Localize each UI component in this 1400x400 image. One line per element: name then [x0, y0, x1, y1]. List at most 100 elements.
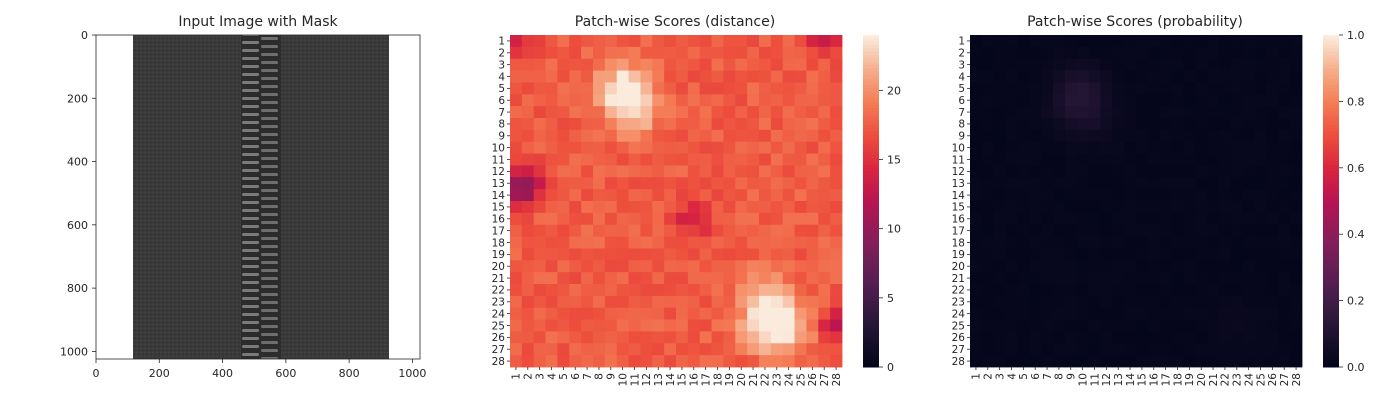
heatmap-cell — [735, 260, 748, 273]
heatmap-cell — [1219, 106, 1232, 119]
heatmap-cell — [1136, 201, 1149, 214]
heatmap-cell — [770, 295, 784, 309]
heatmap-cell — [1278, 331, 1291, 344]
heatmap-cell — [1112, 248, 1125, 261]
heatmap-cell — [664, 260, 677, 273]
heatmap-cell — [806, 141, 819, 154]
heatmap-cell — [521, 118, 535, 131]
heatmap-cell — [818, 46, 831, 60]
heatmap-cell — [640, 236, 653, 249]
heatmap-cell — [747, 236, 760, 249]
heatmap-cell — [1207, 118, 1220, 131]
heatmap-cell — [770, 35, 784, 48]
heatmap-cell — [1242, 284, 1255, 297]
heatmap-cell — [1124, 295, 1137, 309]
heatmap-cell — [782, 260, 795, 273]
heatmap-cell — [1171, 201, 1184, 214]
heatmap-cell — [1100, 58, 1113, 71]
heatmap-cell — [1207, 224, 1220, 237]
colorbar-segment — [1323, 108, 1339, 112]
heatmap-cell — [981, 224, 995, 237]
heatmap-cell — [794, 307, 807, 320]
colorbar-segment — [1323, 347, 1339, 351]
heatmap-cell — [1017, 70, 1030, 83]
heatmap-cell — [545, 272, 558, 285]
heatmap-cell — [1017, 58, 1030, 71]
heatmap-cell — [1053, 355, 1066, 368]
heatmap-cell — [1254, 189, 1267, 202]
heatmap-cell — [1254, 224, 1267, 237]
row-tick-label: 8 — [498, 119, 505, 131]
heatmap-cell — [593, 189, 606, 202]
heatmap-cell — [794, 201, 807, 214]
heatmap-cell — [1064, 224, 1078, 237]
heatmap-cell — [545, 307, 558, 320]
heatmap-cell — [604, 35, 618, 48]
heatmap-cell — [1207, 165, 1220, 178]
colorbar-tick-label: 10 — [887, 223, 901, 236]
heatmap-cell — [569, 94, 582, 107]
heatmap-cell — [1266, 331, 1279, 344]
heatmap-cell — [1100, 35, 1113, 48]
heatmap-cell — [1159, 272, 1172, 285]
heatmap-cell — [1076, 165, 1089, 178]
colorbar-segment — [863, 147, 879, 152]
heatmap-cell — [747, 82, 760, 95]
colorbar-segment — [863, 48, 879, 53]
heatmap-cell — [1278, 201, 1291, 214]
heatmap-cell — [818, 70, 831, 83]
heatmap-cell — [759, 248, 772, 261]
heatmap-cell — [533, 118, 546, 131]
heatmap-cell — [581, 248, 594, 261]
heatmap-cell — [1219, 94, 1232, 107]
colorbar-segment — [863, 184, 879, 189]
heatmap-cell — [687, 94, 701, 107]
heatmap-cell — [1242, 129, 1255, 143]
heatmap-cell — [604, 189, 618, 202]
heatmap-cell — [970, 153, 983, 166]
heatmap-cell — [593, 248, 606, 261]
heatmap-cell — [1278, 46, 1291, 60]
heatmap-cell — [711, 236, 724, 249]
row-tick-label: 15 — [952, 202, 965, 214]
heatmap-cell — [735, 129, 748, 143]
heatmap-cell — [616, 295, 629, 309]
heatmap-cell — [581, 212, 594, 226]
heatmap-cell — [1171, 355, 1184, 368]
heatmap-cell — [1219, 272, 1232, 285]
heatmap-cell — [970, 224, 983, 237]
heatmap-cell — [970, 106, 983, 119]
heatmap-cell — [1242, 236, 1255, 249]
heatmap-cell — [1254, 129, 1267, 143]
colorbar-segment — [1323, 124, 1339, 129]
heatmap-cell — [1171, 141, 1184, 154]
heatmap-cell — [1005, 331, 1018, 344]
heatmap-cell — [1290, 355, 1303, 368]
heatmap-cell — [1112, 82, 1125, 95]
heatmap-cell — [628, 94, 641, 107]
heatmap-cell — [1219, 165, 1232, 178]
heatmap-cell — [581, 319, 594, 332]
colorbar-tick-label: 20 — [887, 84, 901, 97]
heatmap-cell — [521, 319, 535, 332]
colorbar-segment — [1323, 264, 1339, 268]
heatmap-cell — [533, 177, 546, 190]
colorbar-segment — [1323, 227, 1339, 232]
heatmap-cell — [1147, 201, 1161, 214]
heatmap-cell — [1254, 248, 1267, 261]
heatmap-cell — [652, 141, 665, 154]
heatmap-cell — [1029, 153, 1042, 166]
heatmap-cell — [1278, 118, 1291, 131]
heatmap-cell — [981, 165, 995, 178]
heatmap-cell — [604, 284, 618, 297]
heatmap-cell — [1195, 331, 1208, 344]
heatmap-cell — [830, 153, 843, 166]
heatmap-cell — [1064, 331, 1078, 344]
heatmap-cell — [747, 35, 760, 48]
heatmap-cell — [581, 272, 594, 285]
colorbar-segment — [863, 320, 879, 325]
heatmap-cell — [1136, 319, 1149, 332]
row-tick-label: 5 — [958, 83, 965, 95]
heatmap-cell — [1017, 236, 1030, 249]
heatmap-cell — [1195, 46, 1208, 60]
